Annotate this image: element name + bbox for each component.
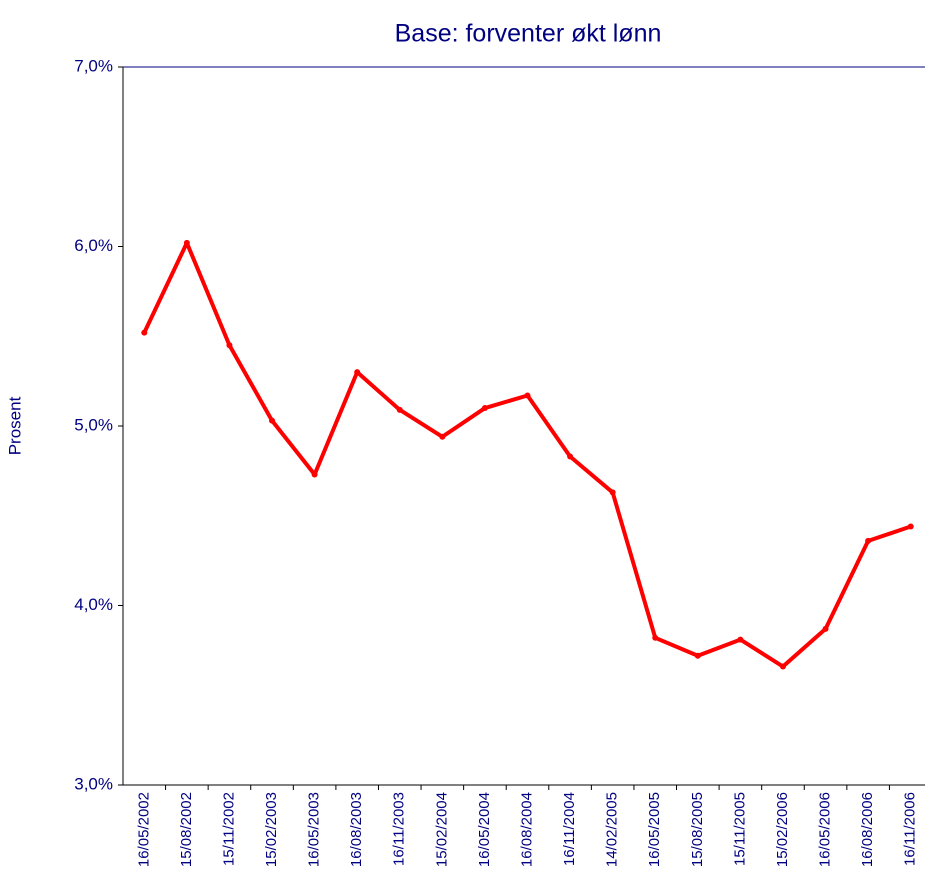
x-tick-label: 16/05/2002	[135, 792, 152, 867]
x-tick-label: 15/08/2002	[178, 792, 195, 867]
x-tick-label: 15/02/2006	[774, 792, 791, 867]
y-axis-label: Prosent	[5, 396, 24, 455]
point	[396, 406, 403, 413]
y-tick-label: 3,0%	[74, 774, 113, 793]
point	[567, 453, 574, 460]
y-tick-label: 5,0%	[74, 415, 113, 434]
point	[865, 537, 872, 544]
x-tick-label: 14/02/2005	[604, 792, 621, 867]
x-tick-label: 15/11/2002	[220, 792, 237, 866]
x-tick-label: 16/05/2005	[646, 792, 663, 867]
point	[269, 417, 276, 424]
x-tick-label: 16/05/2004	[476, 792, 493, 867]
x-tick-label: 16/11/2006	[902, 792, 919, 866]
x-tick-label: 15/08/2005	[689, 792, 706, 867]
point	[226, 342, 233, 349]
x-tick-label: 16/05/2006	[817, 792, 834, 867]
x-tick-label: 15/02/2004	[433, 792, 450, 867]
point	[652, 634, 659, 641]
point	[779, 663, 786, 670]
x-tick-label: 16/05/2003	[306, 792, 323, 867]
point	[524, 392, 531, 399]
point	[907, 523, 914, 530]
x-tick-label: 15/11/2005	[731, 792, 748, 866]
point	[822, 625, 829, 632]
x-tick-label: 16/08/2004	[518, 792, 535, 867]
y-tick-label: 7,0%	[74, 56, 113, 75]
y-tick-label: 6,0%	[74, 236, 113, 255]
x-tick-label: 16/11/2003	[391, 792, 408, 866]
point	[183, 239, 190, 246]
x-tick-label: 16/11/2004	[561, 792, 578, 866]
x-tick-label: 16/08/2006	[859, 792, 876, 867]
chart-title: Base: forventer økt lønn	[395, 20, 662, 48]
point	[141, 329, 148, 336]
point	[481, 405, 488, 412]
y-tick-label: 4,0%	[74, 595, 113, 614]
line	[142, 240, 912, 669]
point	[439, 433, 446, 440]
point	[609, 489, 616, 496]
point	[311, 471, 318, 478]
x-tick-label: 16/08/2003	[348, 792, 365, 867]
point	[737, 636, 744, 643]
x-tick-label: 15/02/2003	[263, 792, 280, 867]
point	[694, 652, 701, 659]
point	[354, 369, 361, 376]
